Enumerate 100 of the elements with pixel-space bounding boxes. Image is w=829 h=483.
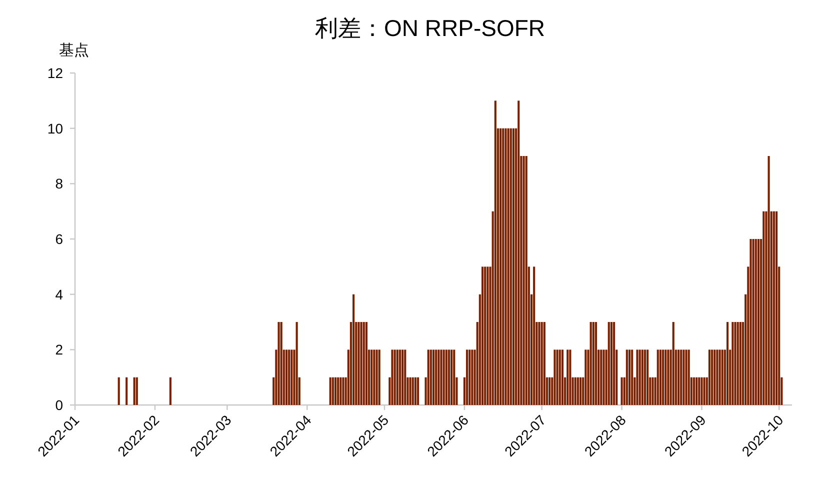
bar (548, 377, 551, 405)
bar (394, 350, 396, 405)
bar (543, 322, 546, 405)
bar (739, 322, 742, 405)
bar (592, 322, 594, 405)
bar (481, 266, 484, 405)
bar (169, 377, 172, 405)
bar (427, 350, 430, 405)
bar (696, 377, 698, 405)
bar (613, 322, 616, 405)
bar (522, 156, 525, 405)
bar (442, 350, 445, 405)
bar (398, 350, 402, 405)
bar (772, 211, 775, 405)
bar (340, 377, 342, 405)
bar (714, 350, 716, 405)
bar (664, 350, 667, 405)
bar (500, 128, 502, 405)
bar (512, 128, 514, 405)
bar (450, 350, 453, 405)
bar (494, 100, 496, 405)
bar (352, 294, 355, 405)
bar (656, 350, 659, 405)
bar (692, 377, 696, 405)
bar (680, 350, 682, 405)
bar (576, 377, 579, 405)
chart-title: 利差：ON RRP-SOFR (315, 15, 545, 41)
bar (610, 322, 612, 405)
bar (435, 350, 438, 405)
bar (556, 350, 558, 405)
bar (711, 350, 714, 405)
bar (566, 350, 569, 405)
bar (754, 239, 757, 405)
bar (631, 350, 634, 405)
bar (360, 322, 362, 405)
y-tick-label: 2 (55, 342, 64, 358)
bar (290, 350, 293, 405)
bar (396, 350, 398, 405)
bar (608, 322, 610, 405)
bar (438, 350, 440, 405)
bar (414, 377, 416, 405)
y-tick-label: 0 (55, 397, 64, 413)
bar (652, 377, 654, 405)
bar (404, 350, 406, 405)
bar (126, 377, 128, 405)
y-tick-label: 8 (55, 176, 64, 192)
bar (362, 322, 365, 405)
bar (768, 156, 770, 405)
bar (641, 350, 644, 405)
bar (584, 350, 587, 405)
bar (602, 350, 605, 405)
bar (644, 350, 646, 405)
bar (600, 350, 602, 405)
bar (574, 377, 576, 405)
bar (554, 350, 556, 405)
bar (734, 322, 736, 405)
bar (280, 322, 282, 405)
bar (507, 128, 510, 405)
bar (667, 350, 670, 405)
bar (518, 100, 520, 405)
bar (391, 350, 394, 405)
bar (453, 350, 456, 405)
y-tick-label: 10 (47, 120, 64, 136)
bar (594, 322, 598, 405)
bar (628, 350, 631, 405)
bar (510, 128, 512, 405)
bar (468, 350, 471, 405)
bar (533, 266, 536, 405)
bar (502, 128, 504, 405)
bar (337, 377, 340, 405)
bar (716, 350, 718, 405)
bar (133, 377, 136, 405)
y-tick-label: 12 (47, 65, 64, 81)
bar (626, 350, 628, 405)
bar (448, 350, 450, 405)
y-tick-label: 6 (55, 231, 64, 247)
bar (569, 350, 572, 405)
bar (373, 350, 376, 405)
bar (136, 377, 138, 405)
bar (636, 350, 638, 405)
bar (677, 350, 680, 405)
y-axis-title: 基点 (59, 42, 89, 59)
bar (332, 377, 334, 405)
bar (732, 322, 734, 405)
bar (538, 322, 540, 405)
bar (638, 350, 641, 405)
bar (700, 377, 703, 405)
bar (430, 350, 432, 405)
bar (471, 350, 474, 405)
y-tick-label: 4 (55, 286, 64, 302)
bar (775, 211, 778, 405)
bar (466, 350, 468, 405)
bar (370, 350, 373, 405)
bar (342, 377, 344, 405)
bar (440, 350, 442, 405)
bar (288, 350, 290, 405)
bar (579, 377, 582, 405)
bar (484, 266, 486, 405)
bar (685, 350, 688, 405)
bar (703, 377, 706, 405)
